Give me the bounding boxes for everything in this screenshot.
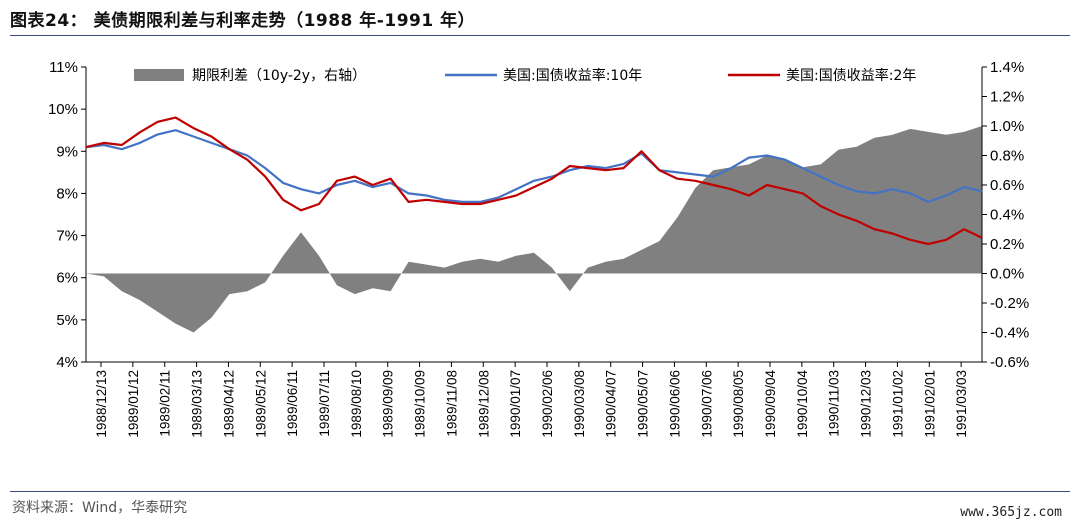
x-tick-label: 1989/05/12 xyxy=(253,370,268,438)
chart: 4% 5% 6% 7% 8% 9% 10% 11% -0.6% -0.4% -0.2% 0.0% 0.2… xyxy=(48,59,1029,438)
x-tick-label: 1989/01/12 xyxy=(126,370,141,438)
x-tick-label: 1990/04/07 xyxy=(604,370,619,438)
left-tick-label: 8% xyxy=(56,185,78,202)
x-tick-label: 1991/02/01 xyxy=(922,370,937,438)
source-rule xyxy=(10,491,1070,492)
right-tick-label: 0.4% xyxy=(990,207,1024,224)
x-tick-label: 1990/12/03 xyxy=(859,370,874,438)
x-tick-label: 1989/10/09 xyxy=(413,370,428,438)
right-tick-label: 1.4% xyxy=(990,59,1024,76)
x-tick-label: 1989/12/08 xyxy=(476,370,491,438)
source-note: 资料来源：Wind，华泰研究 xyxy=(12,500,188,516)
x-tick-label: 1988/12/13 xyxy=(94,370,109,438)
x-tick-label: 1990/11/03 xyxy=(827,370,842,437)
x-tick-label: 1989/04/12 xyxy=(221,370,236,438)
x-tick-label: 1991/03/03 xyxy=(954,370,969,438)
right-tick-label: 0.2% xyxy=(990,236,1024,253)
series-2y-line xyxy=(85,116,983,246)
x-tick-label: 1990/03/08 xyxy=(572,370,587,438)
x-tick-label: 1991/01/02 xyxy=(890,370,905,438)
right-tick-label: -0.4% xyxy=(990,325,1029,342)
x-tick-label: 1990/05/07 xyxy=(636,370,651,438)
right-tick-label: 0.6% xyxy=(990,177,1024,194)
right-tick-label: -0.2% xyxy=(990,295,1029,312)
x-tick-label: 1990/01/07 xyxy=(508,370,523,438)
left-tick-label: 7% xyxy=(56,228,78,245)
x-tick-label: 1990/02/06 xyxy=(540,370,555,438)
x-tick-label: 1989/07/11 xyxy=(317,370,332,437)
legend-label-2y: 美国:国债收益率:2年 xyxy=(786,67,916,84)
x-tick-label: 1989/09/09 xyxy=(381,370,396,438)
right-tick-label: 0.8% xyxy=(990,148,1024,165)
right-tick-label: 0.0% xyxy=(990,266,1024,283)
legend-swatch-spread xyxy=(134,69,184,81)
left-tick-label: 6% xyxy=(56,270,78,287)
legend-label-10y: 美国:国债收益率:10年 xyxy=(503,67,642,84)
right-tick-label: 1.2% xyxy=(990,89,1024,106)
right-tick-label: -0.6% xyxy=(990,354,1029,371)
x-tick-label: 1990/10/04 xyxy=(795,370,810,438)
chart-title: 图表24： 美债期限利差与利率走势（1988 年-1991 年） xyxy=(10,11,476,31)
right-tick-label: 1.0% xyxy=(990,118,1024,135)
x-tick-label: 1990/08/05 xyxy=(731,370,746,438)
x-tick-label: 1990/06/06 xyxy=(667,370,682,438)
left-tick-label: 11% xyxy=(49,59,78,76)
x-tick-label: 1989/03/13 xyxy=(190,370,205,438)
x-tick-label: 1989/06/11 xyxy=(285,370,300,437)
spread-area xyxy=(86,126,982,333)
left-tick-label: 5% xyxy=(56,312,78,329)
left-tick-label: 4% xyxy=(56,354,78,371)
x-tick-label: 1990/07/06 xyxy=(699,370,714,438)
watermark: www.365jz.com xyxy=(960,505,1062,520)
title-rule xyxy=(10,35,1070,36)
series-10y-line xyxy=(85,129,983,203)
legend-label-spread: 期限利差（10y-2y，右轴） xyxy=(192,68,366,84)
x-tick-label: 1990/09/04 xyxy=(763,370,778,438)
left-tick-label: 9% xyxy=(56,143,78,160)
left-tick-label: 10% xyxy=(48,101,78,118)
x-tick-label: 1989/11/08 xyxy=(444,370,459,437)
x-tick-label: 1989/08/10 xyxy=(349,370,364,438)
x-tick-label: 1989/02/11 xyxy=(158,370,173,437)
